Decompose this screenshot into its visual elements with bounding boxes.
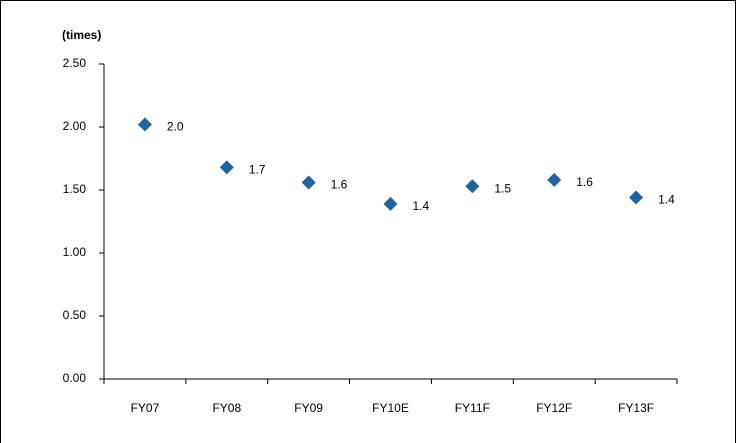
y-tick-label: 0.00 [63, 371, 87, 385]
marker [383, 196, 398, 211]
data-label: 1.6 [576, 175, 593, 189]
x-tick-label: FY10E [372, 401, 409, 415]
marker [547, 172, 562, 187]
x-tick-label: FY11F [455, 401, 490, 415]
x-tick-label: FY13F [618, 401, 654, 415]
y-tick-label: 2.50 [63, 56, 87, 70]
data-label: 1.4 [658, 193, 675, 207]
marker [465, 179, 480, 194]
data-label: 1.5 [494, 181, 511, 195]
marker [301, 175, 316, 190]
data-label: 1.4 [413, 199, 430, 213]
marker [219, 160, 234, 175]
data-label: 1.7 [249, 162, 266, 176]
data-label: 2.0 [167, 120, 184, 134]
y-tick-label: 2.00 [63, 119, 87, 133]
x-tick-label: FY07 [131, 401, 160, 415]
y-tick-label: 1.00 [63, 245, 87, 259]
data-label: 1.6 [331, 178, 348, 192]
y-axis-label: (times) [62, 28, 101, 42]
marker [629, 190, 644, 205]
x-tick-label: FY08 [212, 401, 241, 415]
marker [137, 117, 152, 132]
x-tick-label: FY12F [536, 401, 572, 415]
y-tick-label: 0.50 [63, 308, 87, 322]
y-tick-label: 1.50 [63, 182, 87, 196]
x-tick-label: FY09 [294, 401, 323, 415]
